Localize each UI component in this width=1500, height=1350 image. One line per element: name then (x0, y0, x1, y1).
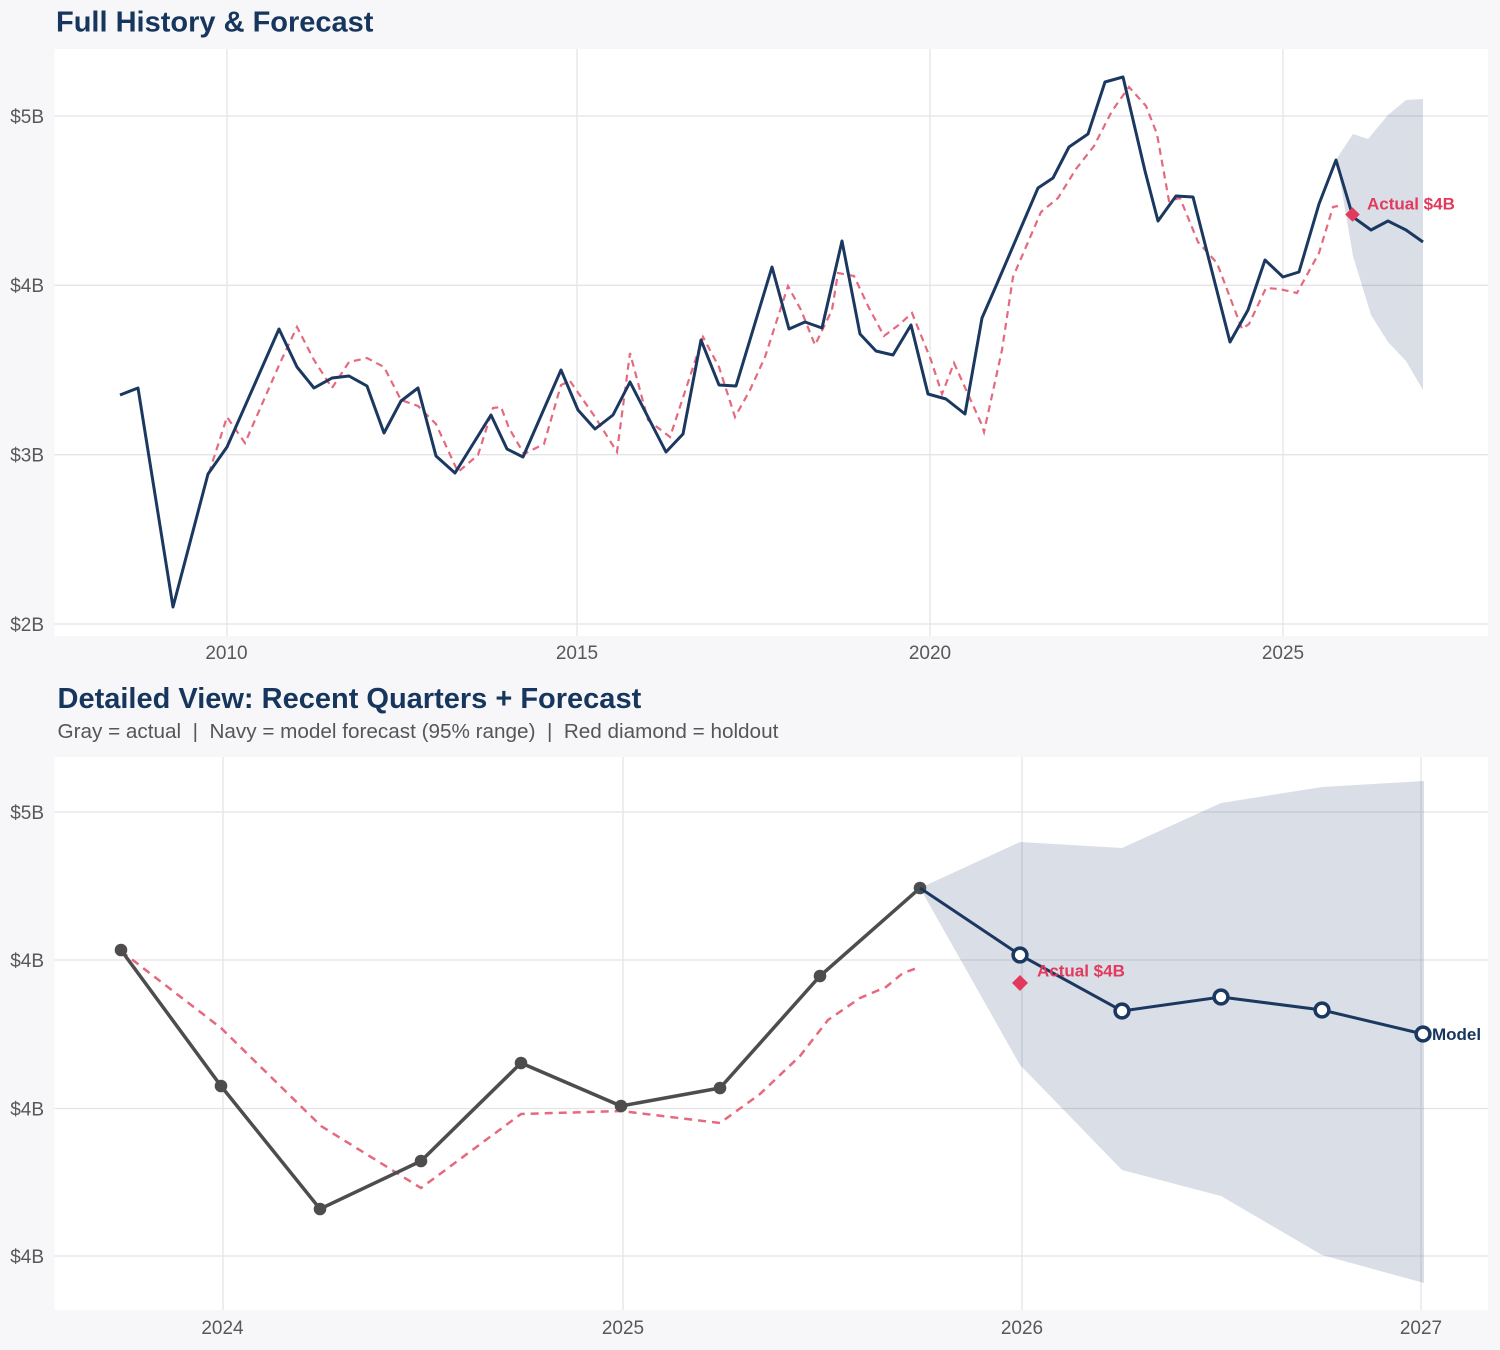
svg-text:$5B: $5B (10, 107, 44, 128)
svg-text:$4B: $4B (10, 1099, 44, 1120)
svg-text:2024: 2024 (201, 1318, 244, 1339)
svg-text:Full History & Forecast: Full History & Forecast (56, 7, 374, 39)
svg-text:2025: 2025 (1262, 643, 1304, 664)
svg-text:$4B: $4B (10, 276, 44, 297)
svg-text:Actual $4B: Actual $4B (1037, 962, 1125, 981)
svg-text:$4B: $4B (10, 951, 44, 972)
svg-text:2027: 2027 (1400, 1318, 1442, 1339)
svg-text:Detailed View: Recent Quarters: Detailed View: Recent Quarters + Forecas… (58, 683, 642, 715)
svg-text:2010: 2010 (205, 643, 247, 664)
svg-text:2025: 2025 (602, 1318, 644, 1339)
svg-text:2015: 2015 (556, 643, 598, 664)
svg-text:Actual $4B: Actual $4B (1367, 195, 1455, 214)
svg-text:$3B: $3B (10, 446, 44, 467)
svg-text:$5B: $5B (10, 803, 44, 824)
svg-text:Gray = actual | Navy = model: Gray = actual | Navy = model forecast (9… (58, 720, 779, 743)
svg-text:$4B: $4B (10, 1247, 44, 1268)
svg-text:$2B: $2B (10, 615, 44, 636)
svg-text:2020: 2020 (909, 643, 951, 664)
svg-text:Model: Model (1432, 1025, 1481, 1044)
svg-text:2026: 2026 (1001, 1318, 1043, 1339)
